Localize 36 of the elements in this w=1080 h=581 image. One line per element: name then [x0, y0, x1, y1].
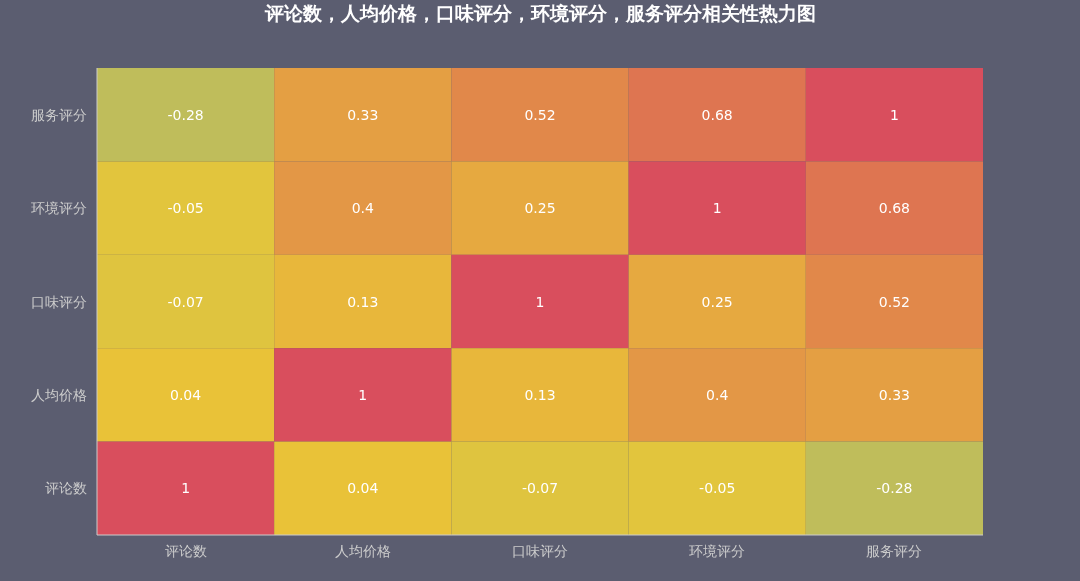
data-label: 0.52 [878, 293, 910, 310]
data-label: 0.33 [878, 386, 910, 403]
x-tick-label: 评论数 [164, 543, 207, 559]
data-label: 0.52 [524, 106, 556, 123]
data-label: 0.04 [170, 386, 202, 403]
data-label: -0.05 [699, 480, 736, 497]
data-label: -0.28 [167, 106, 204, 123]
data-label: 0.68 [701, 106, 733, 123]
y-tick-label: 评论数 [45, 480, 87, 497]
x-tick-label: 口味评分 [512, 543, 568, 559]
data-label: 0.4 [706, 386, 729, 403]
data-label: 0.33 [347, 106, 379, 123]
y-tick-label: 服务评分 [31, 106, 87, 123]
y-tick-label: 环境评分 [31, 200, 87, 217]
data-label: -0.28 [876, 480, 913, 497]
data-label: 1 [535, 293, 545, 310]
x-tick-label: 人均价格 [334, 543, 391, 559]
y-tick-label: 人均价格 [31, 386, 87, 403]
data-label: 0.25 [701, 293, 733, 310]
data-label: 1 [889, 106, 899, 123]
data-label: 0.4 [351, 200, 375, 217]
data-label: 0.68 [878, 200, 910, 217]
data-label: 0.13 [347, 293, 379, 310]
data-label: -0.05 [167, 200, 204, 217]
data-label: 0.13 [524, 386, 556, 403]
data-label: -0.07 [521, 480, 559, 497]
x-tick-label: 服务评分 [866, 543, 923, 559]
x-tick-label: 环境评分 [689, 543, 746, 559]
data-label: 1 [358, 386, 368, 403]
data-label: 1 [181, 480, 191, 497]
data-label: 0.25 [524, 200, 556, 217]
data-label: 0.04 [347, 480, 379, 497]
data-label: -0.07 [167, 293, 204, 310]
chart-title: 评论数，人均价格，口味评分，环境评分，服务评分相关性热力图 [263, 2, 816, 24]
y-tick-label: 口味评分 [31, 293, 87, 310]
data-label: 1 [712, 200, 722, 217]
